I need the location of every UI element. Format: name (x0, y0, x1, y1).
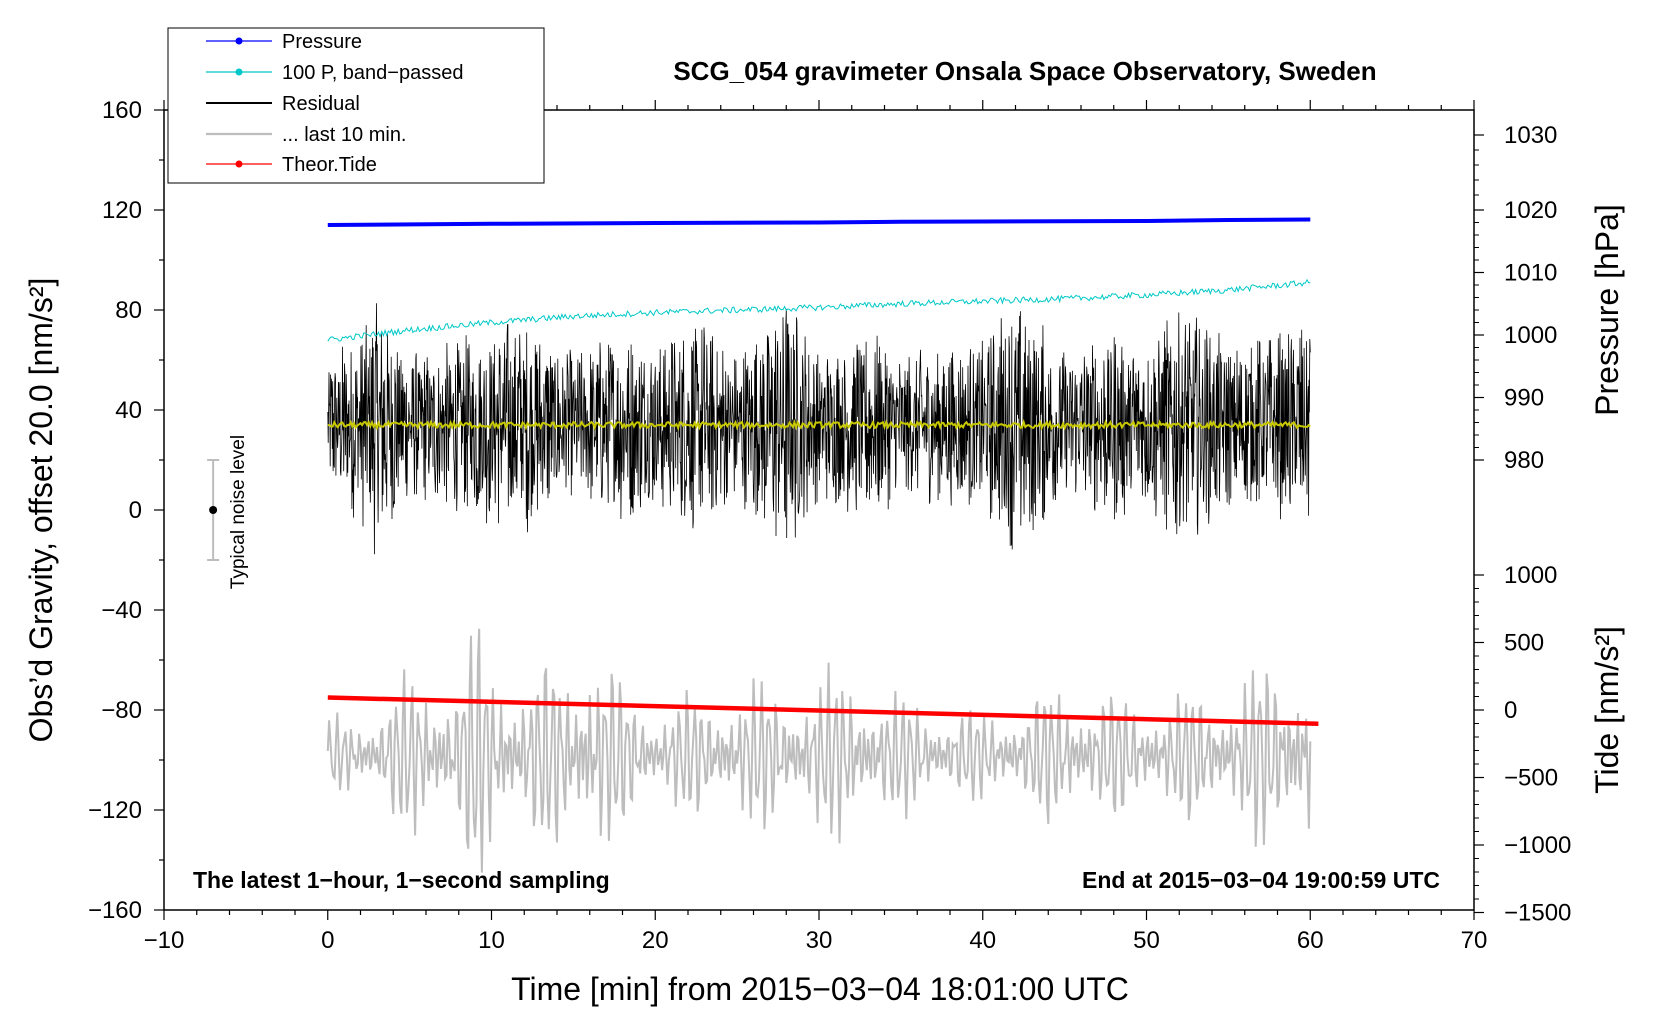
legend-label-tide: Theor.Tide (282, 154, 377, 176)
legend-marker-pressure (235, 37, 243, 45)
y-left-tick-label: 120 (102, 197, 142, 224)
x-axis-title: Time [min] from 2015−03−04 18:01:00 UTC (511, 971, 1129, 1007)
pressure-tick-label: 1000 (1504, 322, 1557, 349)
annotation-end-time: End at 2015−03−04 19:00:59 UTC (1082, 867, 1440, 893)
tide-tick-label: −1000 (1504, 832, 1571, 859)
y-axis-tide-title: Tide [nm/s²] (1589, 626, 1625, 794)
chart-title: SCG_054 gravimeter Onsala Space Observat… (673, 56, 1376, 86)
y-left-tick-label: 160 (102, 97, 142, 124)
pressure-tick-label: 1030 (1504, 122, 1557, 149)
x-tick-label: 50 (1133, 927, 1160, 954)
legend-label-last10: ... last 10 min. (282, 124, 407, 146)
y-left-tick-label: −40 (101, 597, 142, 624)
y-left-tick-label: 40 (115, 397, 142, 424)
noise-level-label: Typical noise level (228, 435, 249, 589)
legend-label-bandpassed: 100 P, band−passed (282, 62, 463, 84)
series-residual-mean (327, 418, 1311, 431)
y-axis-pressure-title: Pressure [hPa] (1589, 204, 1625, 416)
noise-level-point (209, 506, 218, 514)
x-tick-label: 10 (478, 927, 505, 954)
series-band-passed-pressure (327, 278, 1311, 342)
plot-series-layer (326, 217, 1319, 873)
series-pressure (327, 217, 1311, 227)
series-last-10-min (326, 628, 1312, 873)
legend-label-residual: Residual (282, 93, 360, 115)
x-tick-label: 40 (969, 927, 996, 954)
y-left-tick-label: −160 (88, 897, 142, 924)
legend-box (167, 27, 545, 184)
annotation-latest-hour: The latest 1−hour, 1−second sampling (193, 867, 610, 893)
pressure-tick-label: 1020 (1504, 197, 1557, 224)
x-tick-label: 0 (321, 927, 334, 954)
x-tick-label: 60 (1297, 927, 1324, 954)
tide-tick-label: 500 (1504, 630, 1544, 657)
x-tick-label: 70 (1461, 927, 1488, 954)
series-residual (327, 303, 1311, 555)
y-left-tick-label: −80 (101, 697, 142, 724)
pressure-tick-label: 980 (1504, 447, 1544, 474)
x-tick-label: −10 (144, 927, 185, 954)
tide-tick-label: 1000 (1504, 562, 1557, 589)
x-tick-label: 20 (642, 927, 669, 954)
tide-tick-label: 0 (1504, 697, 1517, 724)
tick-layer: −10 0 10 20 30 40 50 60 7016012080400−40−80−120−… (88, 97, 1571, 954)
pressure-tick-label: 1010 (1504, 260, 1557, 287)
legend-label-pressure: Pressure (282, 31, 362, 53)
y-axis-left-title: Obs’d Gravity, offset 20.0 [nm/s²] (23, 278, 59, 743)
y-left-tick-label: −120 (88, 797, 142, 824)
pressure-tick-label: 990 (1504, 385, 1544, 412)
tide-tick-label: −500 (1504, 765, 1558, 792)
series-theor-tide (327, 695, 1319, 727)
legend: Pressure 100 P, band−passed Residual ...… (167, 27, 545, 184)
y-left-tick-label: 80 (115, 297, 142, 324)
legend-marker-tide (235, 160, 243, 168)
x-tick-label: 30 (806, 927, 833, 954)
legend-marker-bandpassed (235, 68, 243, 76)
y-left-tick-label: 0 (129, 497, 142, 524)
tide-tick-label: −1500 (1504, 900, 1571, 927)
